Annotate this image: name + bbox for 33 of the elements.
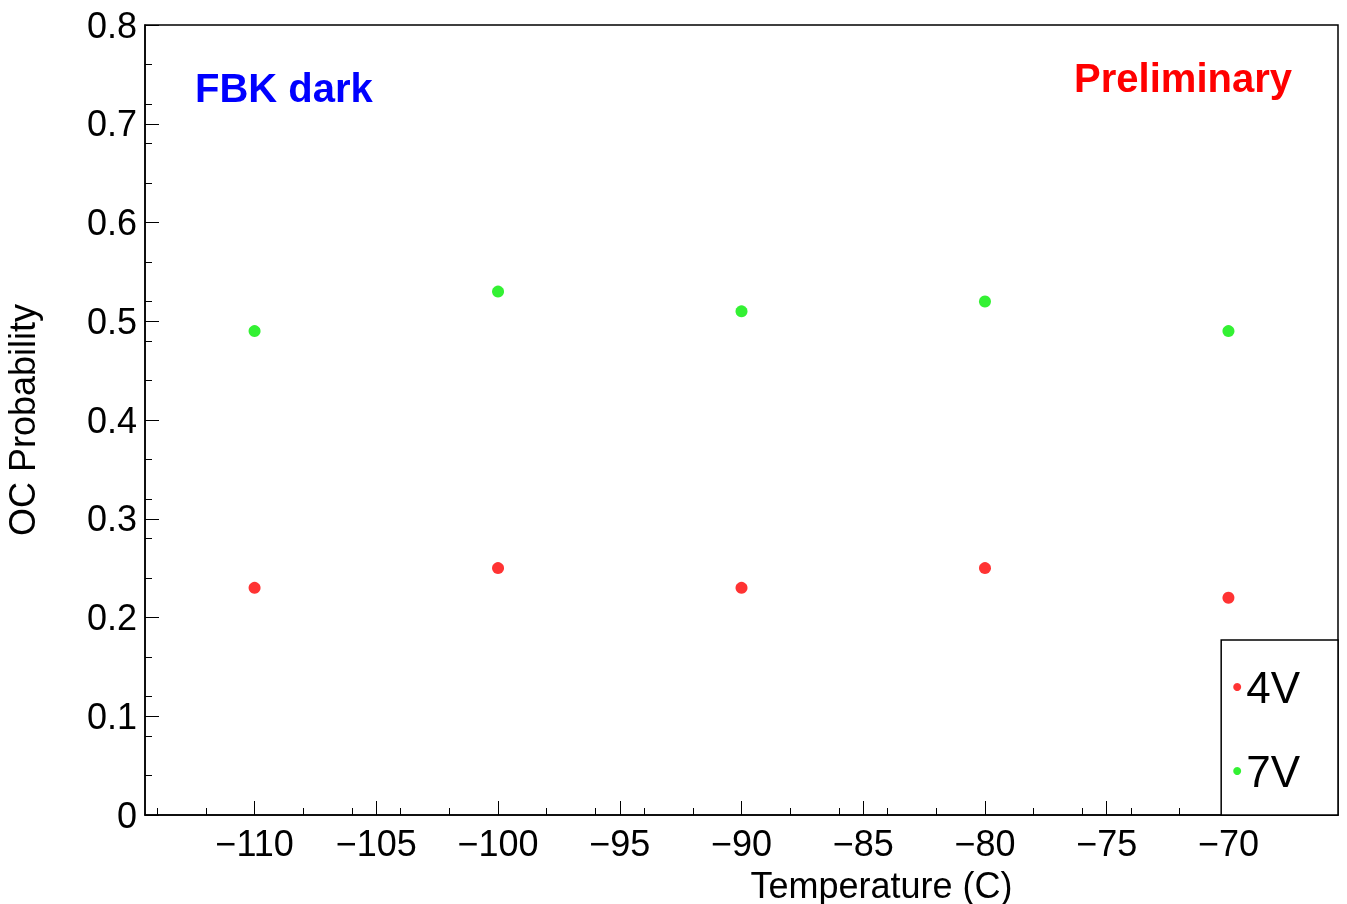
- y-tick-label: 0.8: [86, 4, 137, 46]
- point: [1222, 325, 1235, 338]
- point: [1222, 591, 1235, 604]
- x-tick-label: −105: [335, 822, 417, 864]
- y-tick-label: 0.3: [86, 498, 137, 540]
- x-tick-label: −90: [710, 822, 773, 864]
- legend-label: 7V: [1246, 746, 1301, 796]
- legend-label: 4V: [1246, 662, 1301, 712]
- y-tick-label: 0: [116, 794, 137, 836]
- x-tick-label: −100: [457, 822, 539, 864]
- x-tick-label: −80: [954, 822, 1016, 864]
- point: [248, 325, 261, 338]
- y-tick-label: 0.2: [86, 597, 137, 638]
- x-tick-label: −110: [215, 822, 294, 864]
- y-tick-label: 0.4: [86, 399, 137, 441]
- point: [978, 295, 991, 308]
- y-tick-label: 0.6: [86, 202, 137, 243]
- point: [492, 285, 505, 298]
- x-tick-label: −85: [832, 822, 894, 864]
- y-axis-title: OC Probability: [1, 303, 43, 537]
- y-tick-label: 0.1: [86, 695, 137, 737]
- y-tick-label: 0.7: [86, 103, 137, 145]
- x-tick-label: −95: [589, 822, 651, 864]
- annotation: Preliminary: [1074, 56, 1293, 100]
- x-tick-label: −75: [1076, 822, 1138, 864]
- annotation: FBK dark: [195, 66, 374, 110]
- point: [492, 562, 505, 575]
- point: [735, 581, 748, 594]
- point: [978, 562, 991, 575]
- x-tick-label: −70: [1197, 822, 1259, 864]
- point: [248, 581, 261, 594]
- y-tick-label: 0.5: [86, 300, 137, 342]
- point: [735, 305, 748, 318]
